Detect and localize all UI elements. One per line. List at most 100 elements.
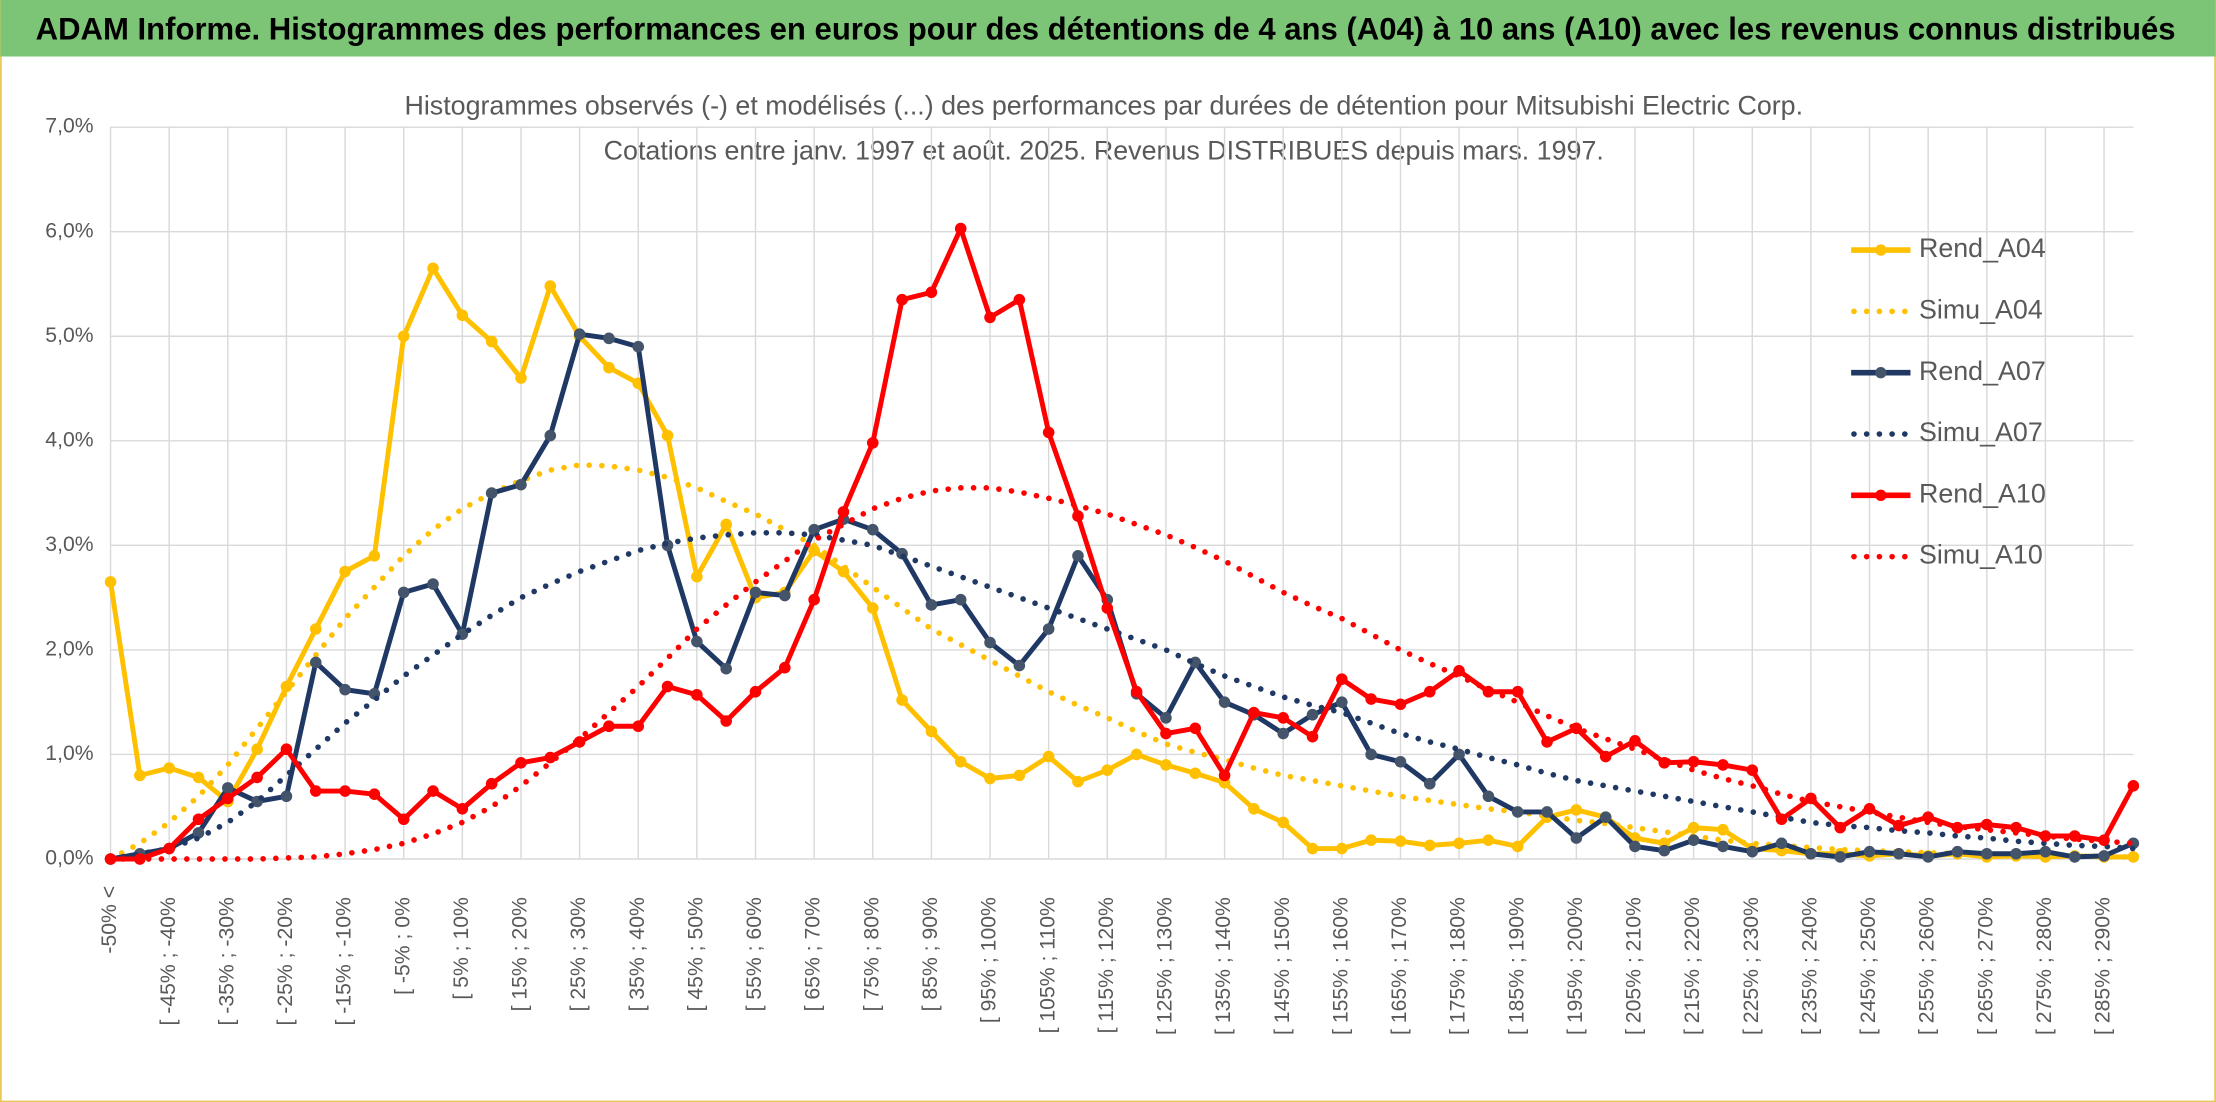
- data-point: [251, 743, 263, 756]
- data-point: [2127, 780, 2140, 792]
- x-tick-label: [ 25% ; 30%: [567, 897, 590, 1011]
- observed-line: [108, 265, 2134, 860]
- data-point: [779, 661, 791, 674]
- y-tick-label: 3,0%: [45, 533, 93, 556]
- data-point: [1072, 550, 1084, 562]
- header-title: ADAM Informe. Histogrammes des performan…: [36, 11, 2176, 46]
- data-point: [192, 813, 205, 826]
- legend-label: Simu_A07: [1919, 417, 2043, 447]
- data-point: [339, 785, 351, 797]
- y-tick-label: 1,0%: [45, 742, 93, 765]
- x-tick-label: [ 235% ; 240%: [1798, 897, 1821, 1035]
- data-point: [397, 330, 410, 343]
- legend-marker: [1875, 367, 1887, 379]
- x-tick-label: [ -15% ; -10%: [333, 897, 356, 1026]
- data-point: [1570, 832, 1583, 844]
- data-point: [984, 772, 996, 785]
- x-tick-label: [ 55% ; 60%: [743, 897, 766, 1011]
- data-point: [456, 309, 469, 322]
- x-tick-label: [ 85% ; 90%: [919, 897, 942, 1011]
- data-point: [808, 593, 820, 606]
- data-point: [1013, 659, 1026, 672]
- data-point: [368, 788, 381, 800]
- data-point: [1218, 696, 1231, 708]
- data-point: [544, 280, 557, 292]
- data-point: [1160, 759, 1172, 771]
- data-point: [1423, 685, 1436, 698]
- x-tick-label: [ 205% ; 210%: [1623, 897, 1646, 1035]
- data-point: [397, 586, 410, 599]
- x-tick-label: [ 165% ; 170%: [1388, 897, 1411, 1035]
- data-point: [1101, 602, 1114, 614]
- data-point: [866, 523, 879, 536]
- data-point: [309, 785, 322, 797]
- data-point: [1511, 685, 1524, 698]
- x-tick-label: [ 45% ; 50%: [684, 897, 707, 1011]
- data-point: [603, 332, 615, 345]
- data-point: [280, 743, 293, 756]
- data-point: [1423, 777, 1436, 790]
- data-point: [573, 328, 586, 340]
- legend-label: Simu_A04: [1919, 294, 2043, 324]
- x-tick-label: [ -45% ; -40%: [157, 897, 180, 1026]
- data-point: [309, 623, 322, 635]
- data-point: [339, 683, 351, 696]
- data-point: [339, 565, 351, 578]
- data-point: [456, 803, 469, 815]
- data-point: [1922, 851, 1934, 863]
- data-point: [1189, 722, 1202, 735]
- data-point: [1013, 769, 1026, 782]
- data-point: [779, 589, 791, 602]
- data-point: [1365, 693, 1377, 705]
- legend-label: Rend_A04: [1919, 233, 2046, 263]
- x-tick-label: [ 285% ; 290%: [2092, 897, 2115, 1035]
- data-point: [1394, 835, 1407, 848]
- data-point: [2127, 851, 2140, 863]
- data-point: [1805, 847, 1817, 860]
- y-tick-label: 4,0%: [45, 428, 93, 451]
- data-point: [984, 311, 996, 324]
- y-tick-label: 5,0%: [45, 324, 93, 347]
- data-point: [661, 680, 674, 693]
- data-point: [896, 694, 908, 706]
- data-point: [954, 593, 967, 606]
- series-layer: [104, 222, 2140, 865]
- data-point: [896, 293, 908, 306]
- data-point: [603, 361, 615, 374]
- data-point: [309, 656, 322, 669]
- data-point: [1277, 816, 1289, 829]
- data-point: [1365, 834, 1377, 846]
- data-point: [1629, 840, 1641, 853]
- data-point: [1863, 845, 1876, 858]
- data-point: [837, 506, 850, 518]
- x-tick-label: [ 255% ; 260%: [1916, 897, 1939, 1035]
- data-point: [1482, 834, 1495, 846]
- data-point: [1629, 735, 1641, 747]
- data-point: [1160, 712, 1172, 724]
- x-tick-label: [ 15% ; 20%: [509, 897, 532, 1011]
- data-point: [720, 518, 732, 531]
- x-tick-label: [ 5% ; 10%: [450, 897, 473, 1000]
- x-tick-label: [ 115% ; 120%: [1095, 897, 1118, 1033]
- data-point: [954, 755, 967, 768]
- data-point: [1717, 840, 1729, 853]
- data-point: [1365, 748, 1377, 761]
- x-tick-label: [ 275% ; 280%: [2033, 897, 2056, 1035]
- data-point: [1834, 851, 1846, 863]
- legend-label: Rend_A10: [1919, 478, 2046, 508]
- y-tick-label: 2,0%: [45, 637, 93, 660]
- model-line: [107, 529, 2137, 862]
- data-point: [1394, 698, 1407, 711]
- data-point: [1599, 811, 1612, 823]
- data-point: [1013, 293, 1026, 306]
- chart-title: Histogrammes observés (-) et modélisés (…: [404, 90, 1803, 120]
- data-point: [1687, 834, 1700, 846]
- legend-marker: [1875, 489, 1887, 501]
- data-point: [1775, 813, 1788, 826]
- x-tick-label: [ 155% ; 160%: [1329, 897, 1352, 1035]
- data-point: [2068, 851, 2081, 863]
- x-tick-label: [ 175% ; 180%: [1447, 897, 1470, 1035]
- data-point: [1101, 764, 1114, 776]
- data-point: [427, 785, 439, 797]
- data-point: [1541, 806, 1553, 818]
